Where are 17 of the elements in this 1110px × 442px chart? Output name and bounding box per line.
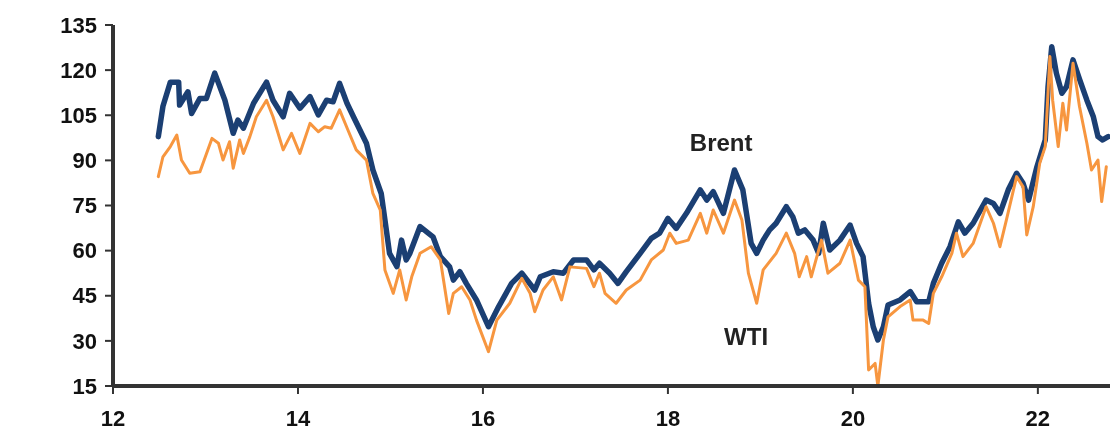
x-tick-label: 12 — [100, 406, 126, 431]
series-label: WTI — [724, 323, 769, 351]
x-tick-label: 16 — [470, 406, 496, 431]
y-tick-label: 15 — [72, 373, 97, 399]
y-tick-label: 75 — [72, 193, 97, 219]
x-tick-label: 20 — [840, 406, 866, 431]
series-label: Brent — [689, 129, 753, 157]
x-tick-label: 22 — [1025, 406, 1051, 431]
x-tick-label: 14 — [285, 406, 311, 431]
y-tick-label: 90 — [72, 148, 97, 174]
y-tick-label: 105 — [60, 102, 97, 128]
y-tick-label: 120 — [60, 57, 97, 83]
y-tick-label: 30 — [72, 328, 97, 354]
y-tick-label: 45 — [72, 283, 97, 309]
y-tick-label: 60 — [72, 238, 97, 264]
x-tick-label: 18 — [655, 406, 681, 431]
y-tick-label: 135 — [60, 12, 97, 38]
